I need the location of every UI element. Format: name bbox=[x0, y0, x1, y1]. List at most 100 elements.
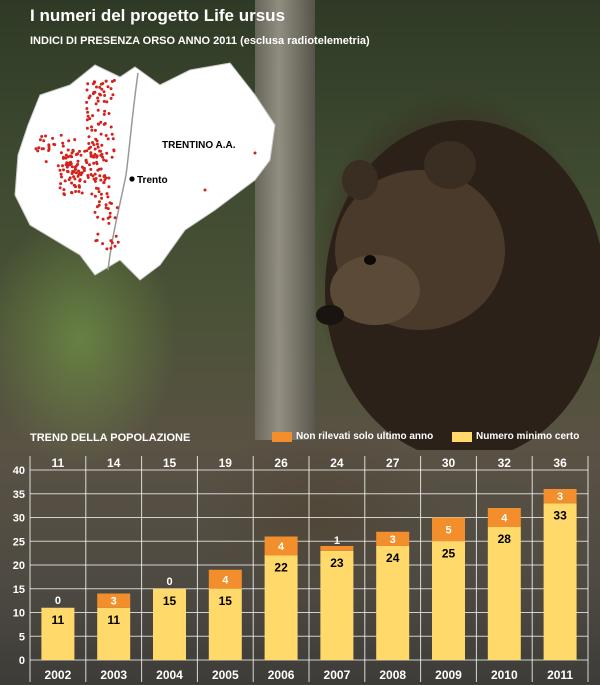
presence-dot bbox=[115, 206, 119, 210]
y-tick-label: 25 bbox=[13, 536, 25, 548]
presence-dot bbox=[85, 100, 89, 104]
presence-dots bbox=[34, 78, 257, 251]
bar-value-not-detected: 3 bbox=[111, 596, 117, 608]
bar-certain bbox=[97, 607, 131, 660]
presence-dot bbox=[203, 188, 207, 192]
total-label: 14 bbox=[107, 456, 121, 470]
tree-trunk bbox=[255, 0, 315, 440]
presence-dot bbox=[87, 135, 91, 139]
presence-dot bbox=[70, 181, 74, 185]
y-tick-label: 10 bbox=[13, 608, 25, 620]
presence-dot bbox=[65, 161, 69, 165]
bar-certain bbox=[543, 503, 577, 660]
presence-map bbox=[14, 62, 276, 281]
presence-dot bbox=[104, 79, 108, 83]
presence-dot bbox=[100, 143, 104, 147]
presence-dot bbox=[73, 177, 77, 181]
presence-dot bbox=[100, 196, 104, 200]
bear-photo bbox=[316, 120, 600, 450]
presence-dot bbox=[72, 170, 76, 174]
presence-dot bbox=[109, 96, 113, 100]
presence-dot bbox=[112, 78, 116, 82]
presence-dot bbox=[93, 172, 97, 176]
presence-dot bbox=[76, 162, 80, 166]
region-outline bbox=[14, 62, 276, 281]
presence-dot bbox=[65, 169, 69, 173]
bar-value-certain: 23 bbox=[330, 556, 344, 570]
bar-value-not-detected: 0 bbox=[166, 576, 172, 588]
presence-dot bbox=[91, 114, 95, 118]
presence-dot bbox=[97, 190, 101, 194]
presence-dot bbox=[88, 163, 91, 167]
presence-dot bbox=[99, 93, 102, 97]
presence-dot bbox=[61, 164, 64, 168]
presence-dot bbox=[62, 188, 66, 192]
bar-value-not-detected: 1 bbox=[334, 535, 340, 547]
presence-dot bbox=[89, 167, 93, 171]
presence-dot bbox=[112, 148, 116, 152]
presence-dot bbox=[106, 195, 110, 199]
presence-dot bbox=[106, 207, 110, 211]
presence-dot bbox=[79, 153, 83, 157]
presence-dot bbox=[63, 179, 67, 183]
bar-value-certain: 28 bbox=[498, 532, 512, 546]
presence-dot bbox=[103, 122, 107, 125]
presence-dot bbox=[98, 174, 102, 178]
page-subtitle: INDICI DI PRESENZA ORSO ANNO 2011 (esclu… bbox=[30, 35, 370, 47]
presence-dot bbox=[69, 160, 73, 164]
presence-dot bbox=[91, 141, 94, 144]
presence-dot bbox=[37, 146, 41, 150]
presence-dot bbox=[85, 126, 89, 130]
presence-dot bbox=[95, 85, 98, 89]
presence-dot bbox=[102, 90, 106, 94]
presence-dot bbox=[110, 132, 114, 136]
presence-dot bbox=[94, 186, 98, 190]
presence-dot bbox=[107, 185, 111, 189]
y-tick-label: 15 bbox=[13, 584, 25, 596]
presence-dot bbox=[93, 147, 97, 151]
bar-value-not-detected: 0 bbox=[55, 595, 61, 607]
presence-dot bbox=[65, 165, 69, 169]
presence-dot bbox=[99, 192, 103, 196]
presence-dot bbox=[102, 99, 106, 103]
presence-dot bbox=[85, 118, 89, 122]
y-tick-label: 0 bbox=[19, 655, 25, 667]
bar-value-certain: 24 bbox=[386, 551, 400, 565]
presence-dot bbox=[94, 239, 98, 243]
presence-dot bbox=[109, 87, 113, 91]
presence-dot bbox=[51, 136, 55, 140]
bar-value-certain: 33 bbox=[553, 508, 567, 522]
presence-dot bbox=[92, 91, 96, 94]
presence-dot bbox=[99, 167, 103, 171]
presence-dot bbox=[59, 133, 63, 137]
presence-dot bbox=[100, 87, 104, 91]
chart-title: TREND DELLA POPOLAZIONE bbox=[30, 432, 191, 444]
bar-value-certain: 25 bbox=[442, 546, 456, 560]
presence-dot bbox=[101, 217, 105, 221]
presence-dot bbox=[94, 102, 98, 106]
presence-dot bbox=[101, 82, 105, 85]
presence-dot bbox=[74, 167, 77, 171]
presence-dot bbox=[104, 203, 108, 207]
presence-dot bbox=[89, 151, 93, 155]
presence-dot bbox=[105, 151, 109, 155]
presence-dot bbox=[103, 94, 107, 97]
total-label: 15 bbox=[163, 456, 177, 470]
presence-dot bbox=[47, 145, 51, 149]
presence-dot bbox=[86, 82, 90, 86]
presence-dot bbox=[98, 85, 102, 89]
total-label: 24 bbox=[330, 456, 344, 470]
presence-dot bbox=[111, 93, 115, 97]
presence-dot bbox=[113, 216, 117, 220]
presence-dot bbox=[89, 154, 93, 158]
presence-dot bbox=[108, 201, 112, 205]
bar-not-detected bbox=[376, 531, 410, 546]
presence-dot bbox=[62, 168, 65, 172]
y-tick-label: 20 bbox=[13, 560, 25, 572]
bar-value-not-detected: 4 bbox=[501, 513, 508, 525]
presence-dot bbox=[95, 142, 99, 146]
x-tick-label: 2002 bbox=[45, 668, 72, 682]
presence-dot bbox=[61, 141, 65, 145]
presence-dot bbox=[98, 149, 102, 153]
x-tick-label: 2004 bbox=[156, 668, 183, 682]
